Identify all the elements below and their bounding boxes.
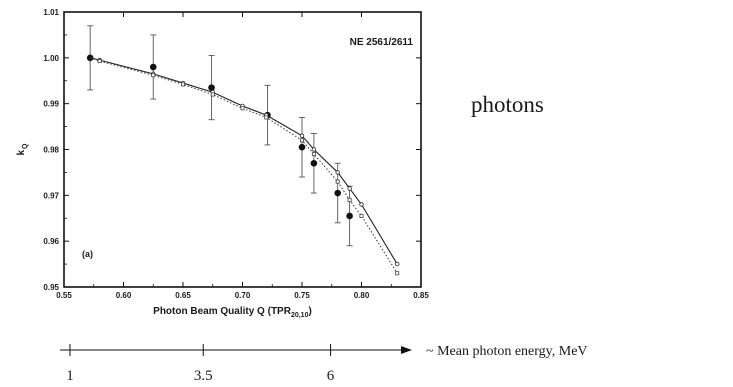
- x-tick-label: 0.85: [413, 291, 429, 300]
- series-marker: [311, 147, 317, 152]
- panel-label: (a): [82, 249, 93, 259]
- x-axis-ticks: 0.55 0.60 0.65 0.70 0.75 0.80 0.85: [56, 12, 429, 300]
- y-tick-label: 1.00: [43, 54, 59, 63]
- series-marker: [335, 170, 340, 175]
- energy-axis-arrowhead: [401, 346, 412, 354]
- series-marker: [240, 106, 245, 111]
- photons-label: photons: [471, 92, 544, 117]
- data-point: [86, 54, 94, 62]
- data-point: [149, 63, 157, 71]
- series-line: [90, 57, 398, 265]
- chart-annotation: NE 2561/2611: [350, 37, 414, 48]
- energy-tick-label: 3.5: [194, 368, 213, 384]
- series-marker: [311, 152, 316, 157]
- series-layer: [86, 25, 400, 276]
- y-tick-label: 0.99: [43, 100, 59, 109]
- data-point: [310, 159, 318, 167]
- y-axis-label: kQ: [16, 143, 29, 156]
- series-marker: [359, 202, 364, 207]
- x-tick-label: 0.60: [116, 291, 132, 300]
- x-tick-label: 0.80: [354, 291, 370, 300]
- x-tick-label: 0.75: [294, 291, 310, 300]
- series-line: [90, 57, 398, 274]
- series-marker: [347, 197, 352, 202]
- y-tick-label: 0.96: [43, 237, 59, 246]
- series-marker: [395, 271, 400, 276]
- y-tick-label: 0.95: [43, 283, 59, 292]
- data-point: [346, 212, 353, 220]
- data-point: [208, 84, 215, 91]
- energy-axis-label: ~ Mean photon energy, MeV: [426, 344, 588, 359]
- series-marker: [335, 179, 340, 184]
- energy-tick-label: 1: [66, 368, 74, 384]
- data-point: [298, 143, 306, 151]
- energy-axis: 1 3.5 6 ~ Mean photon energy, MeV: [60, 344, 588, 384]
- series-marker: [395, 261, 400, 267]
- energy-axis-ticks: 1 3.5 6: [66, 344, 335, 384]
- plot-frame: [63, 11, 422, 288]
- series-marker: [299, 133, 305, 138]
- y-tick-label: 0.98: [43, 146, 59, 155]
- series-marker: [97, 59, 102, 64]
- series-marker: [180, 82, 185, 87]
- energy-tick-label: 6: [327, 368, 335, 384]
- data-point: [334, 189, 342, 197]
- x-tick-label: 0.70: [235, 291, 251, 300]
- y-tick-label: 1.01: [43, 8, 59, 17]
- series-marker: [264, 115, 269, 120]
- series-marker: [347, 186, 352, 191]
- y-axis-ticks: 0.95 0.96 0.97 0.98 0.99 1.00 1.01: [43, 8, 421, 292]
- series-marker: [359, 213, 364, 218]
- series-marker: [151, 73, 156, 78]
- series-marker: [299, 138, 304, 143]
- series-marker: [210, 92, 215, 97]
- y-tick-label: 0.97: [43, 191, 59, 200]
- x-tick-label: 0.55: [56, 291, 72, 300]
- x-axis-label: Photon Beam Quality Q (TPR20,10): [153, 306, 312, 319]
- x-tick-label: 0.65: [175, 291, 191, 300]
